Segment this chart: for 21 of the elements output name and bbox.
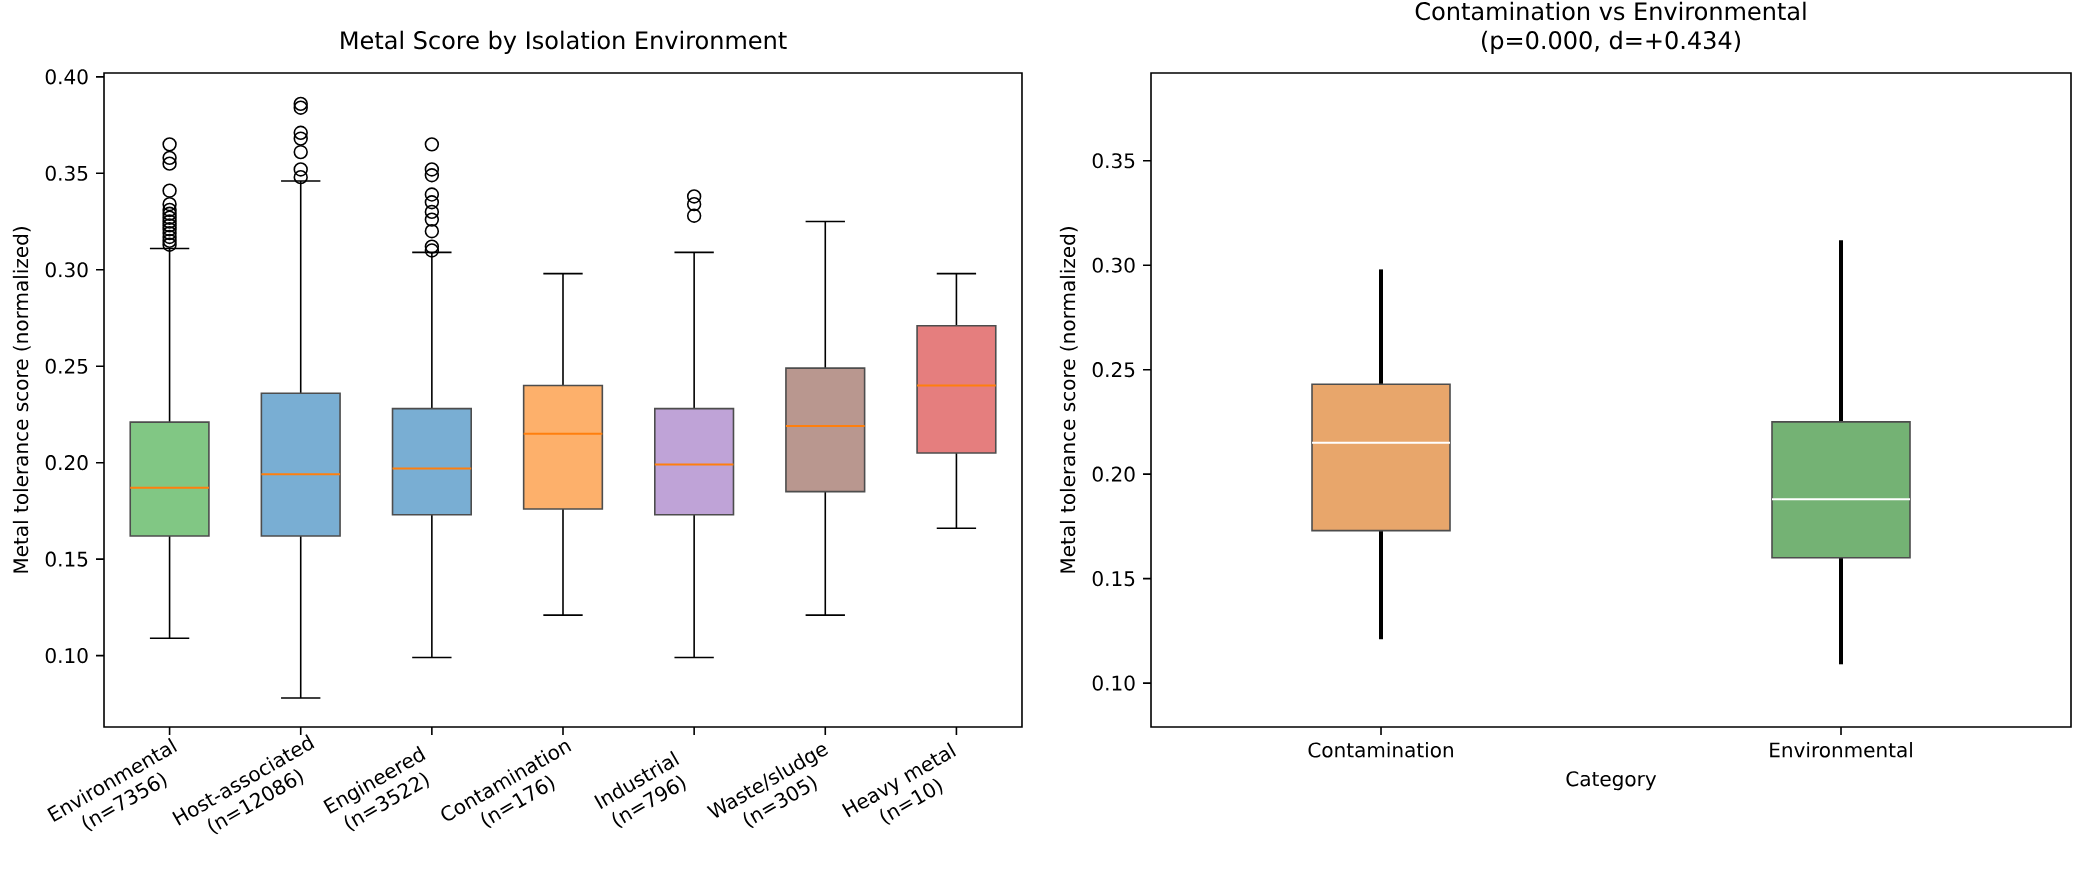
y-tick-label: 0.35 — [1092, 153, 1135, 169]
y-tick-label: 0.25 — [45, 358, 88, 374]
y-tick-label: 0.10 — [1092, 675, 1135, 691]
chart-title: Contamination vs Environmental — [1415, 1, 1806, 21]
y-tick-label: 0.20 — [45, 455, 88, 471]
y-axis-title: Metal tolerance score (normalized) — [1059, 227, 1078, 573]
y-tick-label: 0.30 — [45, 262, 88, 278]
y-tick-label: 0.20 — [1092, 466, 1135, 482]
x-tick-label: Environmental — [1770, 742, 1912, 758]
y-tick-label: 0.30 — [1092, 257, 1135, 273]
y-tick-label: 0.35 — [45, 165, 88, 181]
y-tick-label: 0.10 — [45, 648, 88, 664]
chart-title: Metal Score by Isolation Environment — [341, 30, 787, 54]
y-tick-label: 0.15 — [45, 551, 88, 567]
x-tick-label: Contamination — [1308, 742, 1453, 758]
y-tick-label: 0.15 — [1092, 571, 1135, 587]
chart-subtitle: (p=0.000, d=+0.434) — [1481, 30, 1741, 54]
x-axis-title: Category — [1566, 771, 1657, 791]
y-tick-label: 0.25 — [1092, 362, 1135, 378]
y-axis-title: Metal tolerance score (normalized) — [12, 227, 31, 573]
y-tick-label: 0.40 — [45, 69, 88, 85]
